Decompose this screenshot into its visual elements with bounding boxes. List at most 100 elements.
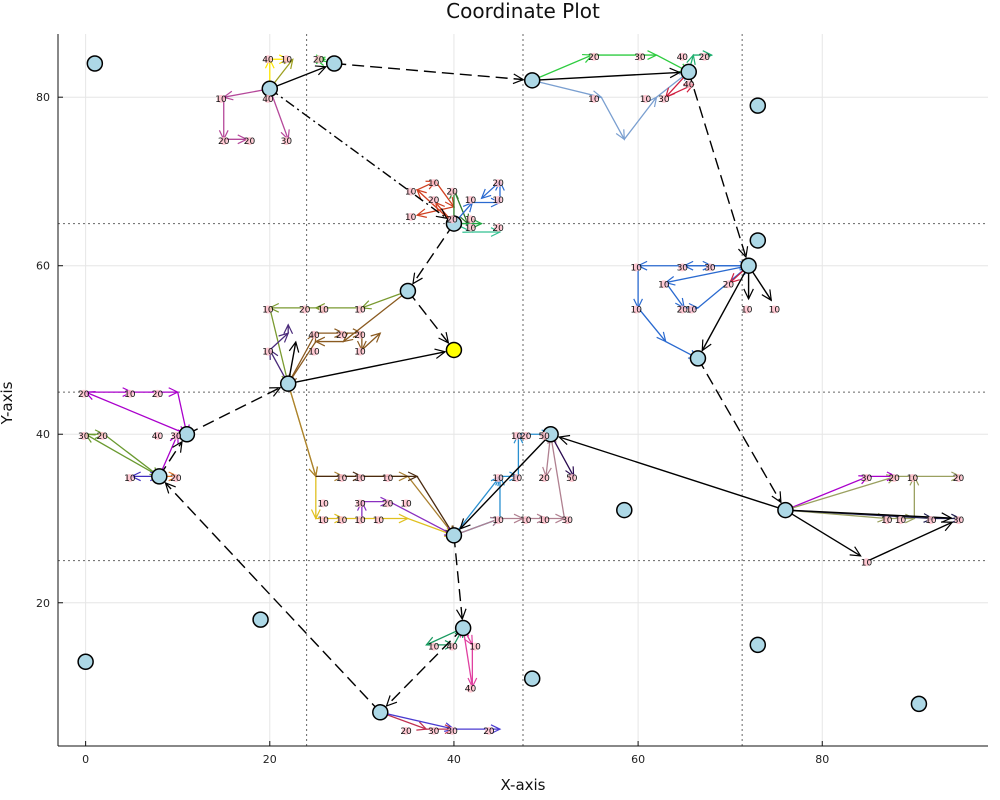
edge-weight-label: 10 [354,306,366,316]
edge-label-marker [954,516,963,525]
edge-weight-label: 10 [861,558,873,568]
edge-label-marker [448,726,457,735]
edge-label-marker [896,516,905,525]
highlighted-node [445,341,463,359]
edge-weight-label: 40 [446,643,458,653]
route-arrowhead [941,512,953,523]
edge-path [287,332,381,384]
edge-label-marker [402,499,411,508]
edge-path [532,71,690,141]
edge-label-marker [705,263,714,272]
edge-arrowhead [415,208,427,218]
edge-label-marker [406,187,415,196]
edge-weight-label: 30 [78,432,90,442]
edge-arrowhead [407,471,419,482]
route-arrowhead [669,67,682,79]
y-tick-label: 40 [36,428,50,441]
route-segment [558,436,786,511]
edge-weight-label: 40 [683,81,695,91]
edge-weight-label: 10 [640,95,652,105]
edge-weight-label: 30 [704,263,716,273]
edge-label-marker [466,223,475,232]
route-arrowhead [172,440,183,453]
edge-label-marker [567,474,576,483]
edge-weight-label: 10 [492,196,504,206]
edge-label-marker [79,431,88,440]
route-arrowhead [456,608,467,621]
edge-weight-label: 20 [588,53,600,63]
y-tick-label: 20 [36,597,50,610]
edge-weight-label: 10 [465,196,477,206]
edge-weight-label: 10 [354,474,366,484]
edge-arrowhead [472,218,483,229]
edge-label-marker [512,431,521,440]
edge-weight-label: 20 [96,432,108,442]
edge-weight-label: 40 [308,331,320,341]
edge-arrowhead [310,509,321,520]
edge-label-marker [337,516,346,525]
edge-label-marker [309,347,318,356]
edge-label-marker [448,215,457,224]
edge-label-marker [356,474,365,483]
edge-weight-label: 10 [741,306,753,316]
edge-label-marker [319,305,328,314]
edge-label-marker [494,516,503,525]
edge-weight-label: 30 [446,727,458,737]
edge-label-marker [589,52,598,61]
route-arrowhead [164,481,176,494]
edge-arrowhead [615,129,625,141]
edge-weight-label: 10 [382,474,394,484]
grid-lines [58,34,988,746]
edge-label-marker [687,305,696,314]
edge-label-marker [356,330,365,339]
route-arrowhead [412,272,423,285]
edge-weight-label: 30 [953,516,965,526]
edge-label-marker [448,642,457,651]
route-segment [688,71,747,258]
edge-label-marker [98,431,107,440]
route-segment [532,71,680,82]
edge-label-marker [494,195,503,204]
edge-label-marker [448,187,457,196]
edge-weight-label: 10 [520,516,532,526]
edge-weight-label: 50 [566,474,578,484]
edge-weight-label: 10 [492,474,504,484]
edge-label-marker [319,516,328,525]
route-segment [407,290,449,344]
route-segment [164,482,381,713]
edge-weight-label: 20 [152,390,164,400]
edge-label-marker [429,642,438,651]
edge-arrowhead [490,724,502,735]
edge-arrowhead [647,50,658,60]
edge-weight-label: 20 [446,215,458,225]
edge-label-marker [635,52,644,61]
edge-path [361,500,455,536]
route-segment [868,521,953,562]
edge-label-marker [540,516,549,525]
edge-weight-label: 10 [124,390,136,400]
edge-weight-label: 10 [588,95,600,105]
edge-weight-label: 20 [299,306,311,316]
edge-arrowhead [490,227,502,237]
edge-weight-label: 30 [634,53,646,63]
route-segment [386,627,464,707]
edge-label-marker [171,474,180,483]
chart-title: Coordinate Plot [446,0,600,23]
edge-label-marker [862,474,871,483]
edge-weight-label: 10 [373,516,385,526]
node-point [616,501,633,519]
route-segment [459,433,552,530]
edge-label-marker [309,330,318,339]
edge-label-marker [125,389,134,398]
edge-label-marker [356,347,365,356]
node-point [151,468,168,485]
edge-path [426,627,464,646]
edge-label-marker [383,499,392,508]
x-tick-label: 60 [631,753,645,766]
edge-label-marker [659,94,668,103]
edge-label-marker [263,94,272,103]
edge-path [462,627,474,688]
edge-arrowhead [283,323,294,334]
edge-weight-label: 10 [336,474,348,484]
